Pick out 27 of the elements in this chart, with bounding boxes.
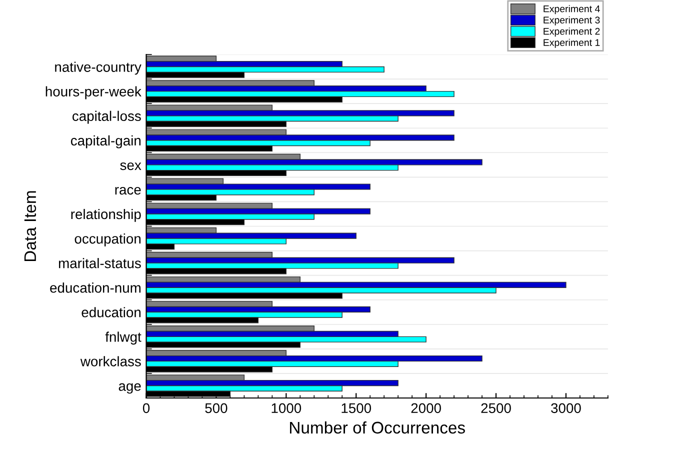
y-tick-label: age (118, 383, 141, 394)
y-tick-label: native-country (55, 62, 142, 75)
x-tick-label: 500 (205, 403, 228, 414)
legend-label: Experiment 1 (544, 38, 600, 48)
x-tick-label: 2000 (411, 403, 441, 414)
y-tick-label: workclass (80, 356, 141, 366)
x-tick-label: 2500 (481, 403, 511, 414)
x-tick-label: 1000 (272, 403, 302, 414)
x-tick-label: 1500 (342, 403, 372, 414)
y-tick-label: capital-loss (72, 110, 141, 124)
y-tick-label: hours-per-week (46, 86, 142, 100)
legend-label: Experiment 2 (544, 28, 600, 37)
x-tick-label: 3000 (551, 403, 581, 414)
legend-label: Experiment 3 (544, 16, 600, 26)
y-tick-label: marital-status (58, 258, 141, 268)
y-axis-title: Data Item (24, 191, 36, 262)
y-tick-label: fnlwgt (105, 332, 142, 345)
x-tick-label: 0 (142, 403, 150, 414)
legend-label: Experiment 4 (544, 5, 600, 14)
y-tick-label: education (82, 307, 140, 318)
x-axis-title: Number of Occurrences (290, 421, 465, 434)
y-tick-label: sex (120, 162, 142, 170)
y-tick-label: race (115, 187, 141, 195)
y-tick-label: capital-gain (70, 135, 140, 148)
y-tick-label: relationship (71, 208, 141, 222)
y-tick-label: occupation (74, 233, 140, 246)
y-tick-label: education-num (50, 282, 140, 293)
